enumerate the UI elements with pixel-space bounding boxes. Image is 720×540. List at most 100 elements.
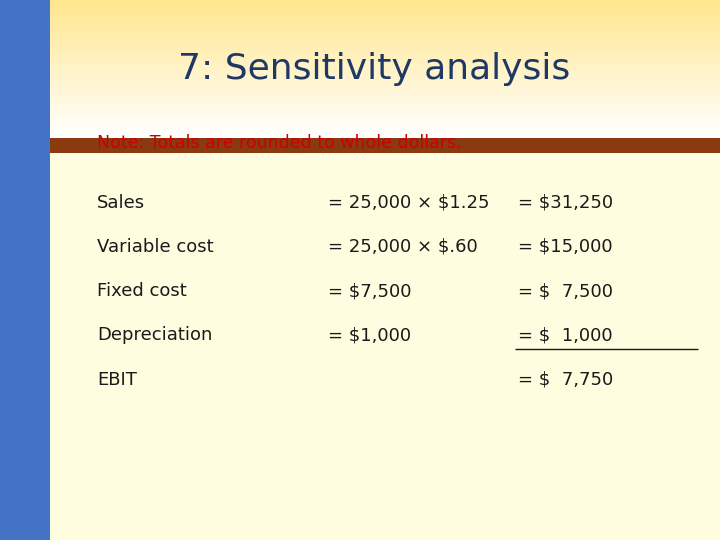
Bar	[50, 65, 720, 67]
Bar	[50, 136, 720, 138]
Text: = $  7,750: = $ 7,750	[518, 370, 613, 389]
Bar	[50, 22, 720, 24]
Bar	[0, 71, 50, 72]
Bar	[0, 88, 50, 90]
Bar	[50, 117, 720, 119]
Bar	[50, 103, 720, 105]
Bar	[0, 96, 50, 98]
Bar	[50, 35, 720, 36]
Bar	[50, 113, 720, 116]
Bar	[0, 113, 50, 116]
Bar	[50, 83, 720, 84]
Bar	[0, 60, 50, 62]
Bar	[0, 124, 50, 126]
Text: = $15,000: = $15,000	[518, 238, 613, 256]
Text: = 25,000 × $.60: = 25,000 × $.60	[328, 238, 477, 256]
Bar	[0, 16, 50, 17]
Text: EBIT: EBIT	[97, 370, 137, 389]
Bar	[50, 9, 720, 10]
Bar	[0, 28, 50, 29]
Bar	[0, 5, 50, 7]
Bar	[50, 24, 720, 26]
Bar	[0, 81, 50, 83]
Bar	[0, 19, 50, 21]
Bar	[50, 53, 720, 55]
Text: = $  7,500: = $ 7,500	[518, 282, 613, 300]
Bar	[0, 112, 50, 113]
Bar	[0, 42, 50, 43]
Bar	[50, 126, 720, 127]
Bar	[50, 102, 720, 103]
Bar	[0, 94, 50, 96]
Bar	[0, 76, 50, 77]
Bar	[0, 31, 50, 33]
Bar	[50, 120, 720, 122]
Bar	[50, 67, 720, 69]
Bar	[0, 67, 50, 69]
Bar	[50, 17, 720, 19]
Bar	[50, 119, 720, 120]
Bar	[0, 50, 50, 52]
Bar	[50, 52, 720, 53]
Bar	[0, 109, 50, 110]
Bar	[50, 110, 720, 112]
Bar	[50, 127, 720, 129]
Bar	[0, 10, 50, 12]
Bar	[50, 2, 720, 3]
Bar	[50, 105, 720, 107]
Bar	[50, 19, 720, 21]
Bar	[0, 134, 50, 136]
Bar	[50, 45, 720, 46]
Bar	[50, 71, 720, 72]
Bar	[50, 57, 720, 58]
Bar	[0, 0, 50, 540]
Bar	[0, 138, 720, 153]
Bar	[0, 53, 50, 55]
Bar	[50, 29, 720, 31]
Bar	[0, 74, 50, 76]
Bar	[50, 12, 720, 14]
Bar	[0, 36, 50, 38]
Bar	[0, 64, 50, 65]
Text: Note: Totals are rounded to whole dollars.: Note: Totals are rounded to whole dollar…	[97, 134, 462, 152]
Bar	[50, 60, 720, 62]
Bar	[0, 77, 50, 79]
Bar	[0, 120, 50, 122]
Bar	[0, 17, 50, 19]
Bar	[50, 93, 720, 94]
Bar	[0, 35, 50, 36]
Bar	[0, 136, 50, 138]
Bar	[0, 69, 50, 71]
Bar	[50, 88, 720, 90]
Bar	[50, 33, 720, 35]
Bar	[50, 21, 720, 22]
Bar	[0, 22, 50, 24]
Bar	[50, 3, 720, 5]
Bar	[0, 0, 50, 2]
Bar	[50, 81, 720, 83]
Bar	[0, 103, 50, 105]
Bar	[50, 122, 720, 124]
Bar	[0, 12, 50, 14]
Bar	[0, 153, 720, 540]
Bar	[0, 43, 50, 45]
Bar	[50, 46, 720, 48]
Bar	[50, 98, 720, 100]
Bar	[0, 2, 50, 3]
Bar	[0, 9, 50, 10]
Bar	[50, 43, 720, 45]
Bar	[0, 45, 50, 46]
Bar	[50, 100, 720, 102]
Bar	[0, 91, 50, 93]
Bar	[50, 26, 720, 28]
Bar	[0, 3, 50, 5]
Bar	[50, 42, 720, 43]
Text: Sales: Sales	[97, 193, 145, 212]
Bar	[50, 84, 720, 86]
Text: = $7,500: = $7,500	[328, 282, 411, 300]
Bar	[0, 122, 50, 124]
Bar	[50, 58, 720, 60]
Bar	[50, 38, 720, 39]
Bar	[50, 39, 720, 42]
Bar	[50, 96, 720, 98]
